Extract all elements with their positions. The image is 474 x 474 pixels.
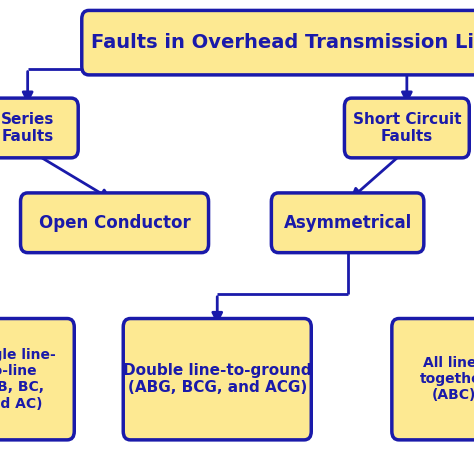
FancyBboxPatch shape (392, 319, 474, 440)
Text: Series
Faults: Series Faults (1, 112, 55, 144)
FancyBboxPatch shape (345, 98, 469, 158)
Text: Short Circuit
Faults: Short Circuit Faults (353, 112, 461, 144)
Text: Double line-to-ground
(ABG, BCG, and ACG): Double line-to-ground (ABG, BCG, and ACG… (123, 363, 311, 395)
Text: Open Conductor: Open Conductor (39, 214, 191, 232)
Text: All lines
together
(ABC): All lines together (ABC) (420, 356, 474, 402)
FancyBboxPatch shape (271, 193, 424, 253)
FancyBboxPatch shape (123, 319, 311, 440)
Text: Single line-
to-line
(AB, BC,
and AC): Single line- to-line (AB, BC, and AC) (0, 348, 56, 410)
FancyBboxPatch shape (0, 98, 78, 158)
FancyBboxPatch shape (82, 10, 474, 75)
Text: Asymmetrical: Asymmetrical (283, 214, 412, 232)
FancyBboxPatch shape (0, 319, 74, 440)
FancyBboxPatch shape (20, 193, 209, 253)
Text: Faults in Overhead Transmission Line: Faults in Overhead Transmission Line (91, 33, 474, 52)
